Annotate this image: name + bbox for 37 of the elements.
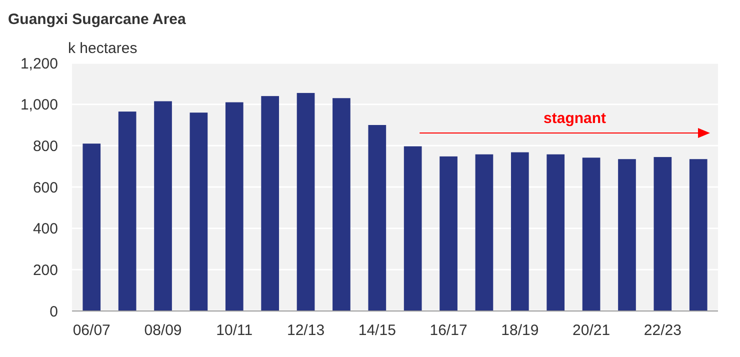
y-tick-label: 1,200 [20,55,58,72]
bar [332,98,350,311]
bar [618,159,636,311]
y-tick-label: 1,000 [20,96,58,114]
x-tick-label: 16/17 [430,322,468,339]
x-tick-label: 12/13 [287,322,325,339]
bar [475,154,494,311]
x-tick-label: 14/15 [358,322,396,339]
bar [225,102,244,311]
bar [190,112,208,311]
x-tick-label: 20/21 [572,322,610,339]
y-tick-label: 400 [32,220,58,238]
bar [82,144,101,311]
bar [261,96,280,311]
y-tick-label: 600 [32,179,58,196]
bar [118,112,136,311]
y-tick-label: 800 [32,138,58,155]
x-tick-label: 10/11 [216,322,253,339]
bar [689,159,708,311]
x-tick-label: 18/19 [501,322,539,339]
x-tick-label: 22/23 [644,322,682,339]
x-tick-label: 06/07 [72,322,110,339]
bar [582,158,600,311]
y-tick-label: 0 [50,303,58,320]
y-axis-title: k hectares [68,40,138,57]
bar [546,154,565,311]
bar [654,157,672,311]
bar [296,92,315,311]
bar [404,146,422,311]
x-tick-label: 08/09 [144,322,182,339]
annotation: stagnant [544,110,606,127]
y-tick-label: 200 [32,262,58,279]
bar [154,101,172,311]
bar [510,152,529,311]
bar [368,125,386,311]
bar [440,156,458,311]
chart-title: Guangxi Sugarcane Area [8,11,186,28]
